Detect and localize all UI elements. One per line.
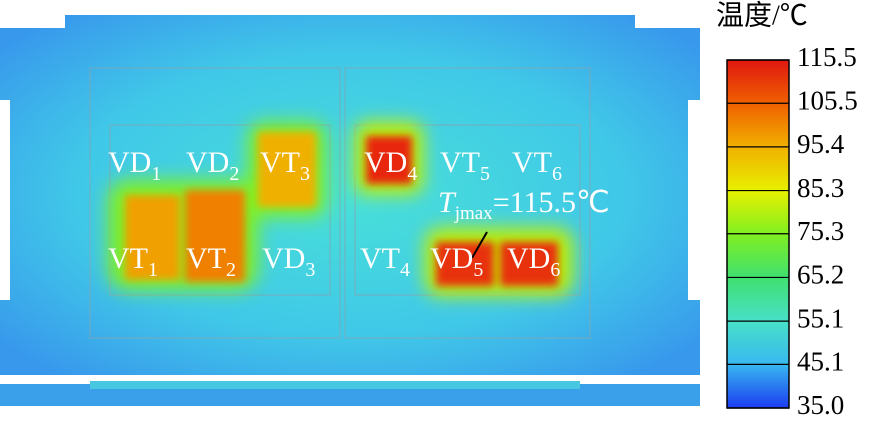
label-sub: 1: [151, 163, 161, 185]
label-sub: 4: [407, 163, 417, 185]
label-sub: 3: [305, 259, 315, 281]
annotation: Tjmax=115.5℃: [438, 186, 610, 224]
label-sub: 3: [300, 163, 310, 185]
component-label: VT3: [260, 146, 310, 185]
component-label: VD2: [186, 146, 239, 185]
label-sub: 5: [473, 259, 483, 281]
colorbar-tick-label: 55.1: [797, 303, 844, 333]
label-sub: 2: [229, 163, 239, 185]
label-text: VT: [512, 146, 552, 179]
label-sub: 6: [550, 259, 560, 281]
colorbar-tick-label: 95.4: [797, 129, 845, 159]
component-label: VT5: [440, 146, 490, 185]
component-label: VD4: [364, 146, 417, 185]
label-sub: 6: [552, 163, 562, 185]
label-sub: 5: [480, 163, 490, 185]
component-label: VD6: [507, 242, 560, 281]
label-text: VT: [260, 146, 300, 179]
component-label: VT2: [186, 242, 236, 281]
component-label: VT6: [512, 146, 562, 185]
colorbar-tick-label: 105.5: [797, 85, 858, 115]
colorbar-tick-label: 85.3: [797, 173, 844, 203]
label-sub: 4: [400, 259, 410, 281]
colorbar-tick-label: 115.5: [797, 42, 857, 72]
label-text: VT: [440, 146, 480, 179]
svg-text:Tjmax=115.5℃: Tjmax=115.5℃: [438, 186, 610, 224]
label-text: VD: [364, 146, 407, 179]
label-text: VD: [262, 242, 305, 275]
component-label: VT4: [360, 242, 410, 281]
colorbar-tick-label: 65.2: [797, 260, 844, 290]
colorbar-tick-label: 75.3: [797, 216, 844, 246]
label-text: VT: [108, 242, 148, 275]
colorbar-tick-label: 35.0: [797, 390, 844, 420]
label-text: VT: [186, 242, 226, 275]
label-sub: 1: [148, 259, 158, 281]
label-text: VD: [108, 146, 151, 179]
label-text: VD: [430, 242, 473, 275]
colorbar-title: 温度/℃: [716, 0, 808, 31]
label-sub: 2: [226, 259, 236, 281]
annotation-text: =115.5℃: [493, 186, 610, 219]
thermal-map: [0, 15, 700, 406]
component-label: VD3: [262, 242, 315, 281]
component-label: VD1: [108, 146, 161, 185]
label-text: VD: [507, 242, 550, 275]
colorbar-tick-label: 45.1: [797, 347, 844, 377]
label-text: VT: [360, 242, 400, 275]
label-text: VD: [186, 146, 229, 179]
annotation-sub: jmax: [454, 203, 493, 224]
annotation-symbol: T: [438, 186, 457, 219]
component-label: VD5: [430, 242, 483, 281]
component-label: VT1: [108, 242, 158, 281]
